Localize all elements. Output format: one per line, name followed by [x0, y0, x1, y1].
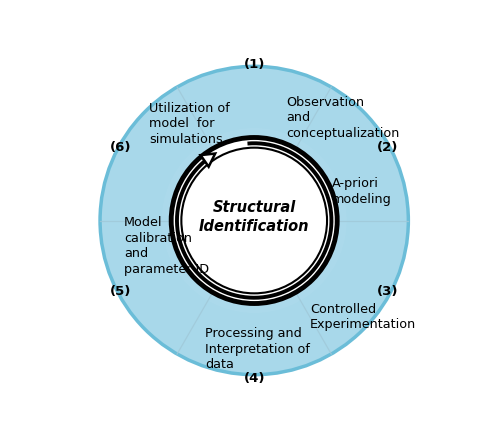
Circle shape	[192, 159, 316, 282]
Text: Utilization of
model  for
simulations: Utilization of model for simulations	[149, 102, 230, 146]
Circle shape	[186, 153, 322, 288]
Circle shape	[217, 183, 291, 257]
Circle shape	[248, 214, 260, 227]
Text: A-priori
modeling: A-priori modeling	[331, 177, 391, 206]
Polygon shape	[200, 154, 215, 167]
Circle shape	[199, 165, 310, 276]
Text: (4): (4)	[244, 372, 265, 385]
Text: (1): (1)	[244, 59, 265, 71]
Circle shape	[236, 202, 273, 239]
Circle shape	[180, 147, 328, 294]
Text: (6): (6)	[110, 141, 131, 154]
Circle shape	[211, 177, 298, 264]
Text: (3): (3)	[377, 285, 399, 298]
Text: (2): (2)	[377, 141, 399, 154]
Circle shape	[171, 137, 337, 304]
Circle shape	[223, 190, 285, 251]
Circle shape	[162, 128, 347, 313]
Circle shape	[230, 196, 279, 245]
Circle shape	[100, 66, 408, 375]
Text: Model
calibration
and
parameter ID: Model calibration and parameter ID	[124, 216, 209, 276]
Text: (5): (5)	[110, 285, 131, 298]
Circle shape	[242, 208, 266, 233]
Circle shape	[205, 171, 304, 270]
Text: Structural
Identification: Structural Identification	[199, 200, 310, 234]
Text: Controlled
Experimentation: Controlled Experimentation	[310, 303, 416, 331]
Circle shape	[168, 134, 341, 307]
Text: Processing and
Interpretation of
data: Processing and Interpretation of data	[205, 327, 310, 371]
Circle shape	[182, 148, 327, 293]
Text: Observation
and
conceptualization: Observation and conceptualization	[286, 96, 400, 140]
Circle shape	[174, 140, 334, 301]
